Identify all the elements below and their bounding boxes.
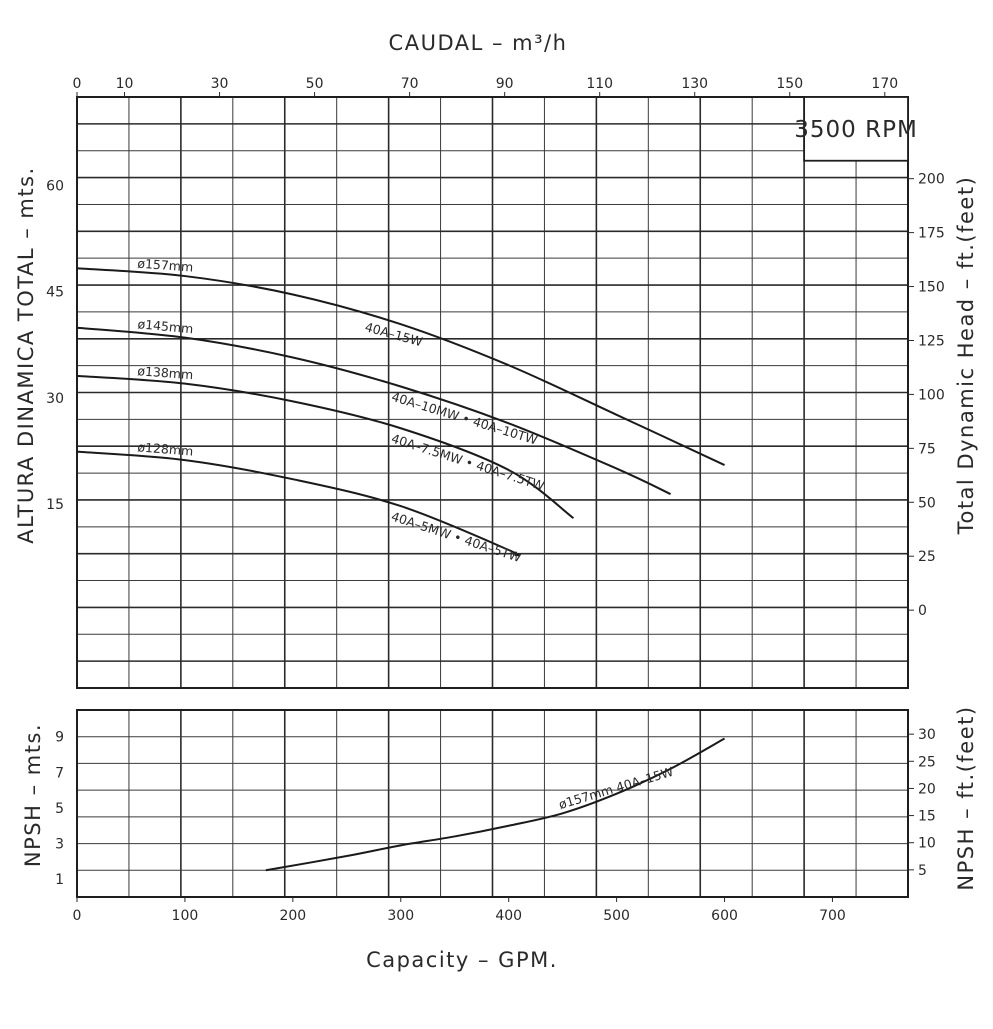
bottom-tick-label: 300 <box>387 908 414 924</box>
right-tick-label: 175 <box>918 226 945 242</box>
npsh-curve <box>265 737 726 872</box>
model-label-3: 40A–5MW • 40A–5TW <box>389 509 523 566</box>
top-tick-label: 170 <box>871 76 898 92</box>
npsh-left-axis-title: NPSH – mts. <box>21 723 45 867</box>
left-tick-label: 45 <box>46 285 64 301</box>
top-tick-label: 10 <box>116 76 134 92</box>
left-tick-label: 60 <box>46 178 64 194</box>
bottom-tick-label: 100 <box>172 908 199 924</box>
right-tick-label: 0 <box>918 603 927 619</box>
right-tick-label: 75 <box>918 441 936 457</box>
bottom-axis-title: Capacity – GPM. <box>366 948 558 972</box>
right-tick-label: 50 <box>918 495 936 511</box>
bottom-tick-label: 200 <box>279 908 306 924</box>
right-axis-title: Total Dynamic Head – ft.(feet) <box>954 176 978 536</box>
npsh-right-axis-title: NPSH – ft.(feet) <box>954 705 978 890</box>
top-tick-label: 0 <box>73 76 82 92</box>
head-curve-3 <box>76 450 520 557</box>
npsh-curve-label: ø157mm 40A–15W <box>557 764 675 812</box>
npsh-right-tick-label: 15 <box>918 809 936 825</box>
npsh-left-tick-label: 3 <box>55 837 64 853</box>
top-tick-label: 90 <box>496 76 514 92</box>
right-tick-label: 125 <box>918 333 945 349</box>
npsh-left-tick-label: 7 <box>55 765 64 781</box>
diameter-label-3: ø128mm <box>137 439 194 458</box>
head-curve-0 <box>76 267 725 466</box>
top-tick-label: 110 <box>586 76 613 92</box>
top-tick-label: 130 <box>681 76 708 92</box>
bottom-tick-label: 500 <box>603 908 630 924</box>
npsh-left-tick-label: 1 <box>55 872 64 888</box>
npsh-right-tick-label: 25 <box>918 754 936 770</box>
npsh-right-tick-label: 10 <box>918 836 936 852</box>
bottom-tick-label: 600 <box>711 908 738 924</box>
top-axis-title: CAUDAL – m³/h <box>389 31 568 55</box>
model-label-0: 40A–15W <box>363 319 424 349</box>
right-tick-label: 200 <box>918 172 945 188</box>
left-tick-label: 30 <box>46 391 64 407</box>
rpm-box <box>803 96 909 162</box>
diameter-label-0: ø157mm <box>137 256 194 275</box>
head-curve-1 <box>76 326 671 495</box>
diameter-label-1: ø145mm <box>137 316 194 336</box>
npsh-left-tick-label: 9 <box>55 730 64 746</box>
bottom-tick-label: 700 <box>819 908 846 924</box>
top-tick-label: 50 <box>306 76 324 92</box>
right-tick-label: 25 <box>918 549 936 565</box>
right-tick-label: 100 <box>918 387 945 403</box>
npsh-right-tick-label: 30 <box>918 727 936 743</box>
top-tick-label: 150 <box>776 76 803 92</box>
rpm-label: 3500 RPM <box>794 117 918 143</box>
main-plot-frame <box>76 96 909 689</box>
npsh-left-tick-label: 5 <box>55 801 64 817</box>
top-tick-label: 70 <box>401 76 419 92</box>
head-curve-2 <box>76 374 575 519</box>
npsh-right-tick-label: 5 <box>918 863 927 879</box>
npsh-plot-frame <box>76 709 909 898</box>
left-axis-title: ALTURA DINAMICA TOTAL – mts. <box>14 166 38 543</box>
npsh-right-tick-label: 20 <box>918 781 936 797</box>
top-tick-label: 30 <box>211 76 229 92</box>
left-tick-label: 15 <box>46 497 64 513</box>
diameter-label-2: ø138mm <box>137 363 194 382</box>
bottom-tick-label: 400 <box>495 908 522 924</box>
bottom-tick-label: 0 <box>73 908 82 924</box>
right-tick-label: 150 <box>918 280 945 296</box>
